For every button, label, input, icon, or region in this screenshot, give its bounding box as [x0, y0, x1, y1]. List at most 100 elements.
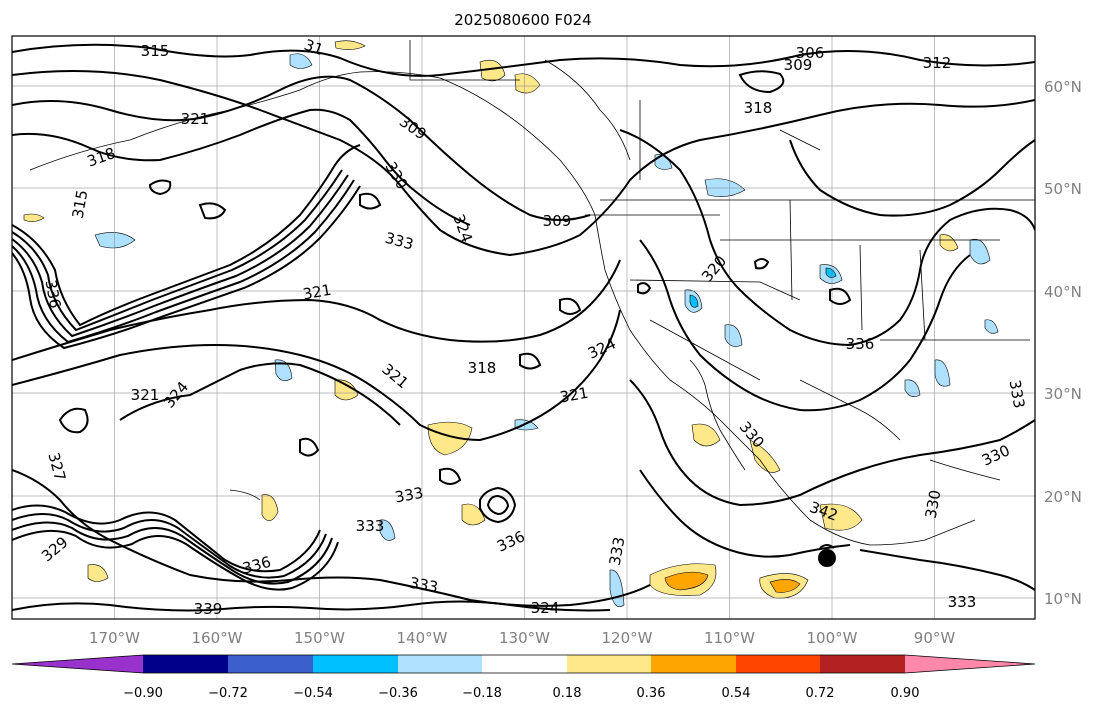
contour-line	[753, 258, 770, 270]
contour-line	[119, 362, 401, 426]
warm-patch	[334, 379, 359, 401]
contour-label: 333	[393, 484, 424, 507]
contour-label: 318	[468, 359, 497, 377]
cool-patch	[934, 359, 951, 387]
lon-label: 140°W	[397, 629, 448, 647]
lon-label: 110°W	[704, 629, 755, 647]
contour-label: 321	[181, 110, 210, 128]
warm-patch-core	[664, 571, 709, 591]
longitude-labels: 170°W 160°W 150°W 140°W 130°W 120°W 110°…	[89, 629, 955, 647]
cool-patch	[274, 359, 293, 382]
colorbar-swatch	[736, 655, 820, 673]
contour-line	[12, 169, 343, 332]
contour-label: 306	[796, 44, 825, 62]
colorbar-tick-label: 0.36	[637, 686, 666, 701]
colorbar-swatch	[567, 655, 651, 673]
coastlines	[29, 40, 1035, 546]
figure-title: 2025080600 F024	[454, 11, 591, 29]
colorbar-arrow-high	[905, 655, 1035, 673]
contour-line	[12, 259, 621, 361]
contour-line	[12, 185, 361, 350]
lat-label: 10°N	[1044, 590, 1082, 608]
contour-line	[12, 309, 621, 442]
contour-line	[148, 179, 172, 196]
contour-label: 312	[923, 54, 952, 72]
contour-label: 31	[302, 36, 326, 59]
cool-patch	[689, 294, 699, 308]
colorbar-swatch	[820, 655, 905, 673]
contour-line	[559, 297, 582, 315]
contour-line	[738, 70, 785, 94]
contour-label: 333	[606, 535, 629, 566]
colorbar-swatch	[482, 655, 567, 673]
contour-line	[519, 352, 542, 370]
contour-line	[12, 43, 1035, 77]
colorbar-swatch	[398, 655, 482, 673]
warm-patch	[87, 564, 109, 582]
contour-label: 315	[69, 188, 92, 219]
lon-label: 130°W	[499, 629, 550, 647]
latitude-labels: 60°N 50°N 40°N 30°N 20°N 10°N	[1044, 78, 1082, 608]
cool-patch	[825, 267, 837, 278]
contour-label: 336	[846, 335, 875, 353]
colorbar-tick-label: −0.72	[208, 686, 248, 701]
colorbar-arrow-low	[12, 655, 143, 673]
contour-label: 324	[531, 599, 560, 617]
colorbar-tick-label: 0.18	[553, 686, 582, 701]
contour-line	[439, 467, 462, 485]
contour-line	[12, 521, 333, 585]
contour-line	[299, 437, 320, 457]
colorbar-tick-label: −0.90	[123, 686, 163, 701]
contour-line	[486, 494, 510, 516]
contour-label: 330	[922, 488, 945, 519]
warm-patch	[427, 421, 473, 456]
colorbar: −0.90 −0.72 −0.54 −0.36 −0.18 0.18 0.36 …	[11, 654, 1036, 701]
lat-label: 50°N	[1044, 180, 1082, 198]
map-background	[12, 36, 1035, 619]
map-frame	[11, 35, 1036, 620]
contour-label: 333	[356, 517, 385, 535]
contour-label: 321	[558, 384, 589, 407]
height-contours	[12, 43, 1035, 612]
contour-line	[12, 70, 1035, 257]
contour-line	[639, 469, 851, 558]
map-panel: 315 31 306 309 312 318 321 318 315 309 3…	[11, 35, 1036, 620]
warm-patch	[939, 234, 959, 252]
contour-line	[58, 407, 89, 434]
lon-label: 160°W	[192, 629, 243, 647]
contour-line	[12, 504, 321, 573]
lon-label: 120°W	[602, 629, 653, 647]
colorbar-outline	[11, 654, 1036, 674]
storm-marker-tail	[819, 544, 835, 549]
cool-patch	[94, 232, 136, 249]
warm-patch	[691, 423, 721, 447]
colorbar-swatch	[313, 655, 398, 673]
warm-patch	[749, 439, 781, 473]
lat-label: 20°N	[1044, 488, 1082, 506]
contour-line	[12, 179, 355, 344]
colorbar-tick-label: 0.54	[722, 686, 751, 701]
contour-line	[479, 486, 517, 524]
contour-line	[12, 174, 349, 338]
warm-patch	[334, 40, 366, 50]
colorbar-tick-label: 0.90	[891, 686, 920, 701]
lat-label: 30°N	[1044, 385, 1082, 403]
cool-patch	[379, 519, 396, 541]
lon-label: 170°W	[89, 629, 140, 647]
warm-patch	[261, 494, 279, 522]
cool-patch	[289, 53, 313, 69]
contour-line	[12, 75, 591, 221]
colorbar-tick-label: 0.72	[806, 686, 835, 701]
colorbar-swatch	[651, 655, 736, 673]
contour-line	[12, 108, 471, 226]
warm-patch-core	[769, 579, 801, 593]
colorbar-tick-label: −0.54	[293, 686, 333, 701]
contour-line	[359, 192, 382, 210]
contour-line	[629, 379, 1035, 507]
colorbar-tick-label: −0.18	[462, 686, 502, 701]
shaded-anomalies	[23, 40, 999, 607]
warm-patch	[514, 73, 541, 94]
contour-label: 321	[131, 386, 160, 404]
colorbar-swatch	[228, 655, 313, 673]
